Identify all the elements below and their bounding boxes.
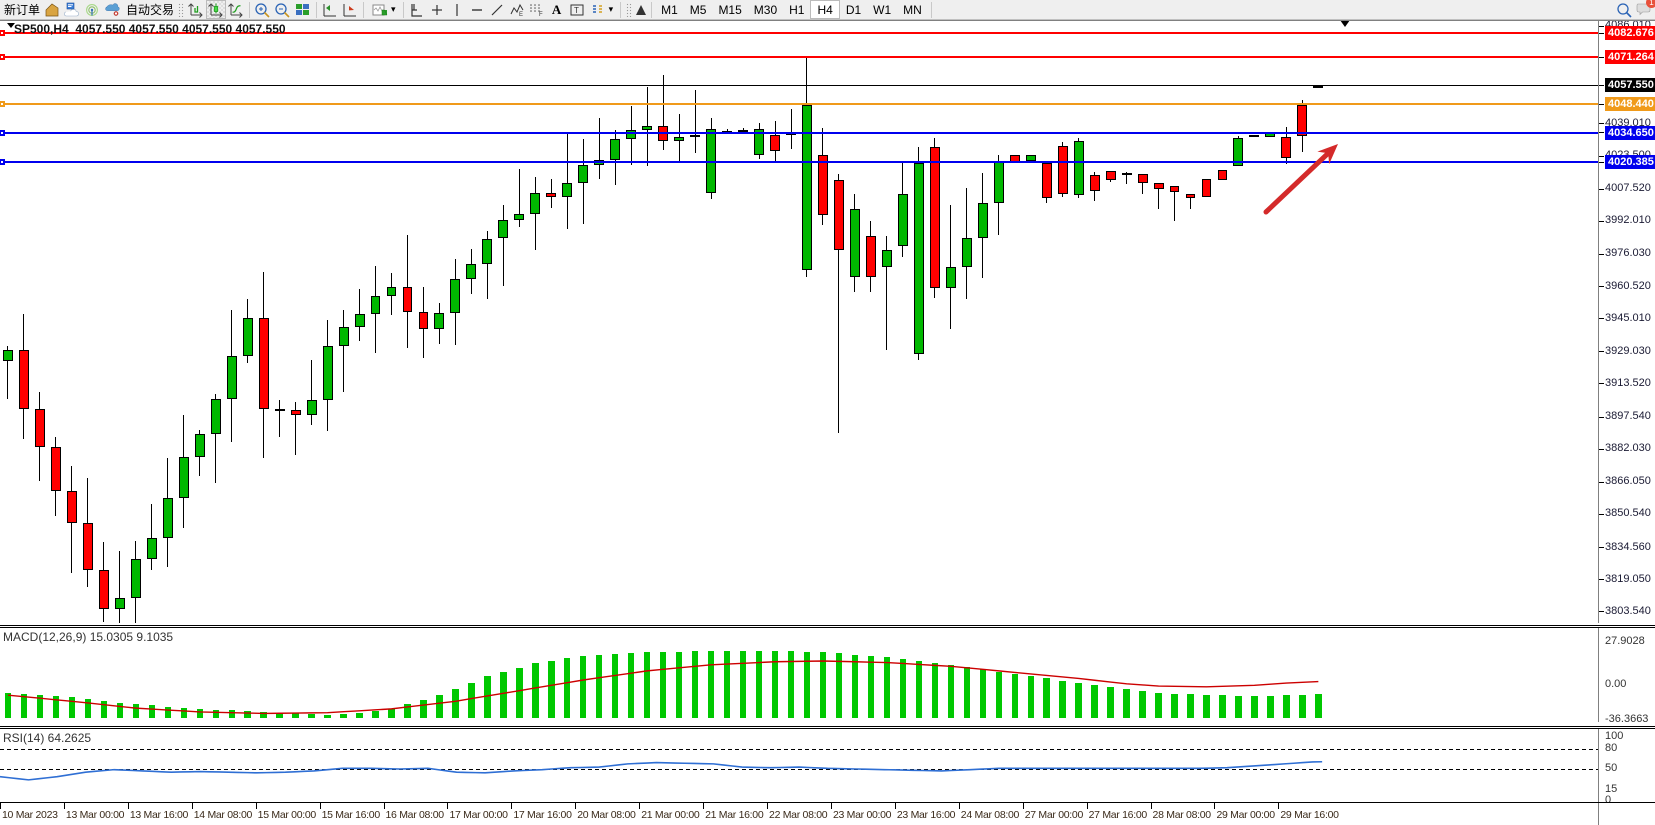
svg-text:E: E — [519, 12, 523, 18]
svg-text:T: T — [574, 6, 579, 15]
svg-text:F: F — [539, 12, 543, 18]
